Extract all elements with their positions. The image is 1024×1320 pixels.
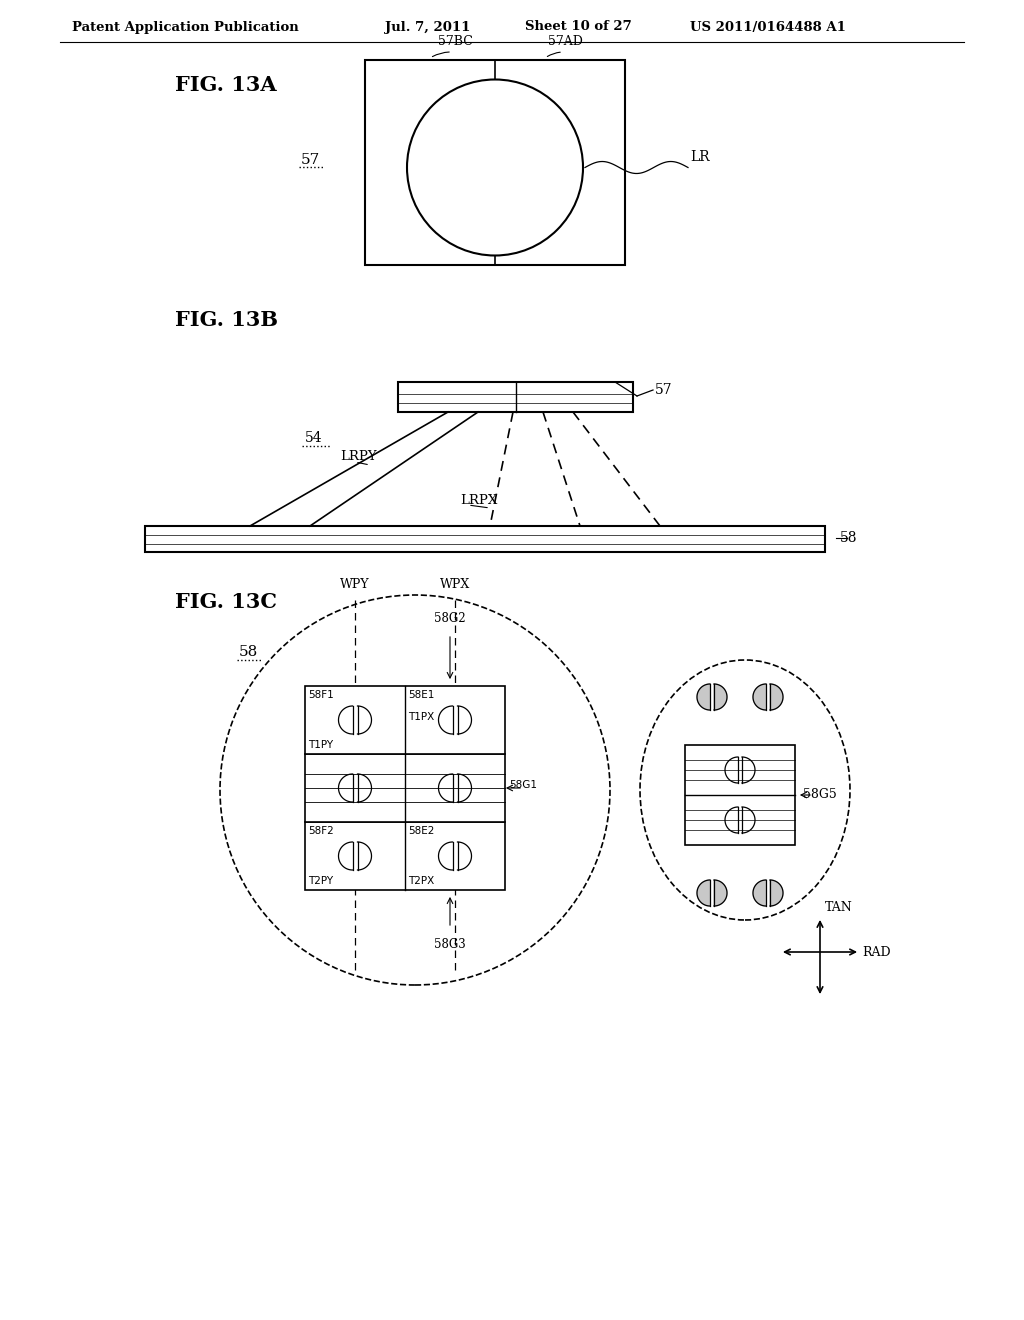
Text: LRPX: LRPX [460, 494, 498, 507]
Bar [365, 59, 625, 265]
Text: 57AD: 57AD [548, 36, 583, 48]
Polygon shape [339, 842, 352, 870]
Text: 57: 57 [655, 383, 673, 397]
Bar [305, 754, 505, 822]
Polygon shape [458, 842, 471, 870]
Polygon shape [357, 774, 372, 803]
Polygon shape [438, 774, 453, 803]
Text: LR: LR [690, 150, 710, 164]
Bar [305, 686, 505, 754]
Text: 54: 54 [305, 432, 323, 445]
Polygon shape [770, 684, 783, 710]
Text: LRPY: LRPY [340, 450, 377, 462]
Text: Jul. 7, 2011: Jul. 7, 2011 [385, 21, 470, 33]
Polygon shape [357, 706, 372, 734]
Polygon shape [339, 774, 352, 803]
Polygon shape [438, 842, 453, 870]
Ellipse shape [407, 79, 583, 256]
Polygon shape [357, 842, 372, 870]
Polygon shape [339, 706, 352, 734]
Text: 58F1: 58F1 [308, 690, 334, 700]
Text: 58G3: 58G3 [434, 939, 466, 952]
Text: 57: 57 [300, 153, 319, 168]
Polygon shape [753, 684, 766, 710]
Text: T2PY: T2PY [308, 876, 333, 886]
Text: RAD: RAD [862, 945, 891, 958]
Polygon shape [725, 756, 738, 783]
Text: 58G1: 58G1 [509, 780, 537, 789]
Bar [398, 381, 633, 412]
Polygon shape [714, 880, 727, 906]
Text: 58: 58 [239, 645, 258, 659]
Polygon shape [714, 684, 727, 710]
Text: FIG. 13B: FIG. 13B [175, 310, 278, 330]
Polygon shape [770, 880, 783, 906]
Polygon shape [458, 706, 471, 734]
Text: T1PY: T1PY [308, 741, 333, 750]
Text: T1PX: T1PX [408, 711, 434, 722]
Text: FIG. 13A: FIG. 13A [175, 75, 276, 95]
Text: WPX: WPX [440, 578, 470, 591]
Polygon shape [753, 880, 766, 906]
Text: TAN: TAN [825, 902, 853, 913]
Polygon shape [742, 807, 755, 833]
Text: 58E1: 58E1 [408, 690, 434, 700]
Text: Sheet 10 of 27: Sheet 10 of 27 [525, 21, 632, 33]
Text: US 2011/0164488 A1: US 2011/0164488 A1 [690, 21, 846, 33]
Text: T2PX: T2PX [408, 876, 434, 886]
Text: 58: 58 [840, 531, 857, 545]
Polygon shape [742, 756, 755, 783]
Polygon shape [697, 684, 710, 710]
Text: Patent Application Publication: Patent Application Publication [72, 21, 299, 33]
Polygon shape [458, 774, 471, 803]
Polygon shape [438, 706, 453, 734]
Bar [145, 525, 825, 552]
Text: FIG. 13C: FIG. 13C [175, 591, 278, 612]
Text: 57BC: 57BC [437, 36, 472, 48]
Polygon shape [725, 807, 738, 833]
Text: 58G5: 58G5 [803, 788, 837, 801]
Bar [305, 822, 505, 890]
Text: 58G2: 58G2 [434, 611, 466, 624]
Text: WPY: WPY [340, 578, 370, 591]
Polygon shape [697, 880, 710, 906]
Bar [685, 744, 795, 845]
Text: 58E2: 58E2 [408, 826, 434, 836]
Text: 58F2: 58F2 [308, 826, 334, 836]
